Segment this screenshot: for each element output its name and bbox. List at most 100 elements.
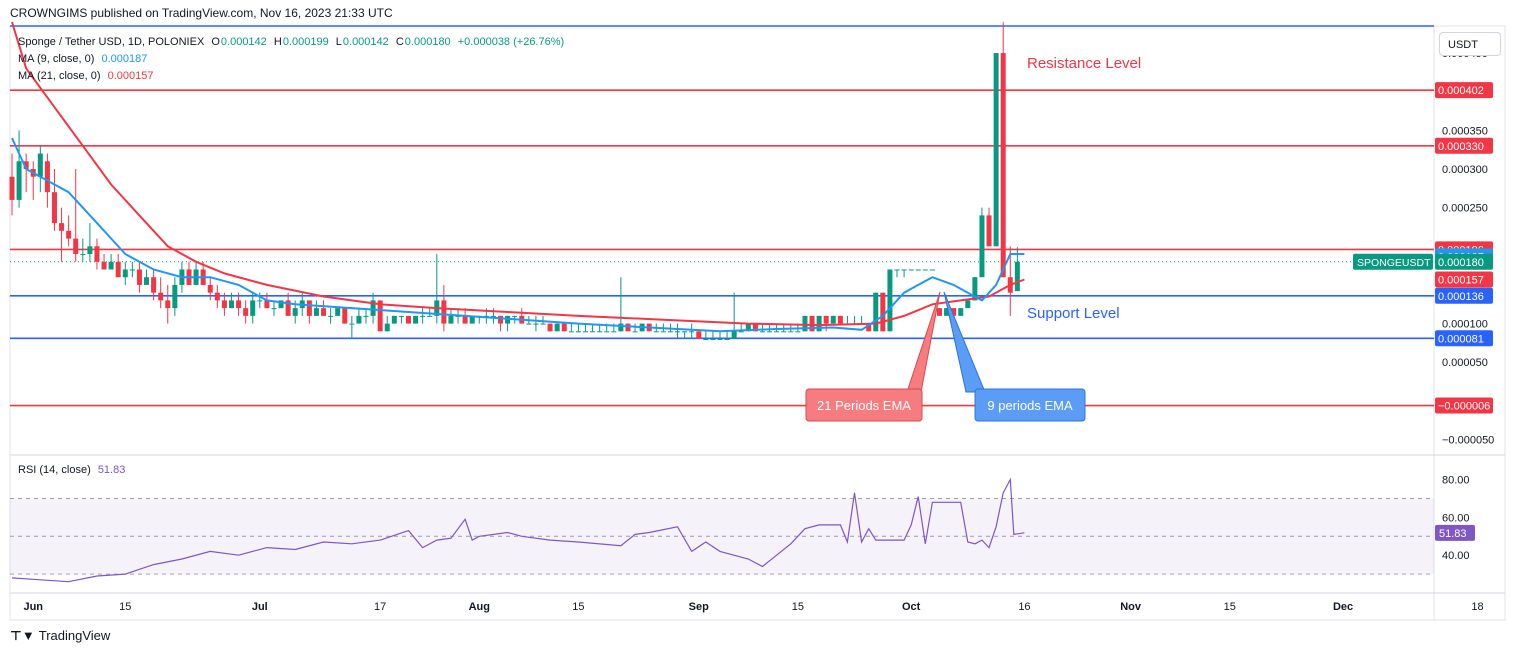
high-value: 0.000199 — [282, 36, 329, 48]
ma21-label: MA (21, close, 0) — [18, 70, 101, 82]
candle-body — [398, 315, 404, 317]
candle-body — [469, 315, 475, 324]
candle-body — [356, 315, 362, 324]
candle-body — [944, 308, 950, 316]
low-value: 0.000142 — [342, 36, 389, 48]
candle-body — [51, 192, 57, 224]
brand-text: TradingView — [38, 628, 111, 643]
price-tick-label: 0.000300 — [1442, 164, 1488, 176]
time-tick-label: 15 — [792, 601, 804, 613]
candle-body — [335, 308, 341, 316]
symbol-title[interactable]: Sponge / Tether USD, 1D, POLONIEX — [18, 36, 205, 48]
symbol-tag-badge[interactable] — [1353, 253, 1433, 270]
candle-body — [759, 331, 765, 333]
candle-body — [597, 331, 603, 333]
candle-body — [533, 323, 539, 325]
candle-body — [554, 323, 560, 332]
time-tick-label: 15 — [119, 601, 131, 613]
candle-body — [285, 300, 291, 316]
candle-body — [979, 215, 985, 278]
candle-body — [427, 315, 433, 317]
candle-body — [462, 315, 468, 324]
price-label-text: 0.000402 — [1438, 85, 1484, 97]
resistance-level-label: Resistance Level — [1027, 55, 1141, 72]
candle-body — [172, 284, 178, 309]
candle-body — [752, 323, 758, 332]
candle-body — [236, 300, 242, 309]
candle-body — [207, 284, 213, 293]
candle-body — [667, 331, 673, 333]
close-label: C — [395, 36, 404, 48]
ema21-callout[interactable] — [805, 388, 923, 422]
rsi-label: RSI (14, close) — [18, 464, 91, 476]
candle-body — [781, 331, 787, 333]
candle-body — [512, 315, 518, 317]
candle-body — [151, 277, 157, 293]
candle-body — [101, 261, 107, 270]
time-tick-label: Jul — [252, 601, 268, 613]
time-tick-label: Sep — [689, 601, 709, 613]
candle-body — [16, 161, 22, 200]
candle-body — [929, 269, 935, 271]
ma9-legend[interactable]: MA (9, close, 0) 0.000187 — [18, 53, 151, 65]
price-label-text: 0.000081 — [1438, 333, 1484, 345]
candle-body — [122, 269, 128, 278]
candle-body — [498, 315, 504, 324]
candle-body — [618, 323, 624, 332]
rsi-value: 51.83 — [97, 464, 126, 476]
candle-body — [894, 269, 900, 271]
support-level-label: Support Level — [1027, 305, 1120, 322]
candle-body — [682, 331, 688, 333]
candle-body — [951, 308, 957, 316]
price-label-badge — [1435, 253, 1493, 270]
candle-body — [823, 315, 829, 324]
candle-body — [604, 331, 610, 333]
candle-body — [660, 331, 666, 333]
price-label-text: 0.000136 — [1438, 291, 1484, 303]
candle-body — [136, 269, 142, 285]
rsi-tick-label: 40.00 — [1442, 550, 1470, 562]
candle-body — [590, 331, 596, 333]
currency-unit-button[interactable]: USDT — [1439, 32, 1501, 56]
rsi-legend[interactable]: RSI (14, close) 51.83 — [18, 464, 129, 476]
candle-body — [243, 308, 249, 316]
candle-body — [561, 323, 567, 332]
symbol-legend: Sponge / Tether USD, 1D, POLONIEX O0.000… — [18, 36, 568, 48]
price-tick-label: −0.000050 — [1442, 435, 1494, 447]
candle-body — [490, 315, 496, 317]
ema9-callout[interactable] — [974, 388, 1086, 422]
time-tick-label: 15 — [572, 601, 584, 613]
annotations[interactable]: Resistance Level Support Level 21 Periods … — [805, 55, 1141, 422]
candle-body — [59, 223, 65, 231]
candle-body — [710, 339, 716, 341]
rsi-line — [11, 477, 1025, 583]
candle-body — [328, 315, 334, 317]
candle-body — [880, 292, 886, 332]
moving-averages — [11, 21, 1025, 333]
candle-body — [73, 238, 79, 255]
change-value: +0.000038 (+26.76%) — [457, 36, 565, 48]
candle-body — [745, 323, 751, 332]
candle-body — [830, 315, 836, 324]
candle-body — [908, 269, 914, 271]
candle-body — [108, 261, 114, 270]
candle-body — [632, 331, 638, 333]
candle-body — [837, 315, 843, 324]
horizontal-levels[interactable] — [10, 25, 1434, 407]
ma21-legend[interactable]: MA (21, close, 0) 0.000157 — [18, 70, 158, 82]
candle-body — [405, 315, 411, 324]
tradingview-branding[interactable]: ⊤▼ TradingView — [10, 628, 110, 644]
price-tick-label: 0.000350 — [1442, 125, 1488, 137]
candle-body — [887, 269, 893, 332]
open-value: 0.000142 — [220, 36, 267, 48]
candle-body — [214, 292, 220, 301]
price-label-badge — [1435, 330, 1493, 347]
time-tick-label: Jun — [23, 601, 43, 613]
candle-body — [221, 300, 227, 309]
ma9-line — [11, 137, 1025, 333]
candle-body — [915, 269, 921, 271]
candle-body — [66, 230, 72, 239]
candle-body — [87, 246, 93, 255]
candle-body — [526, 323, 532, 325]
